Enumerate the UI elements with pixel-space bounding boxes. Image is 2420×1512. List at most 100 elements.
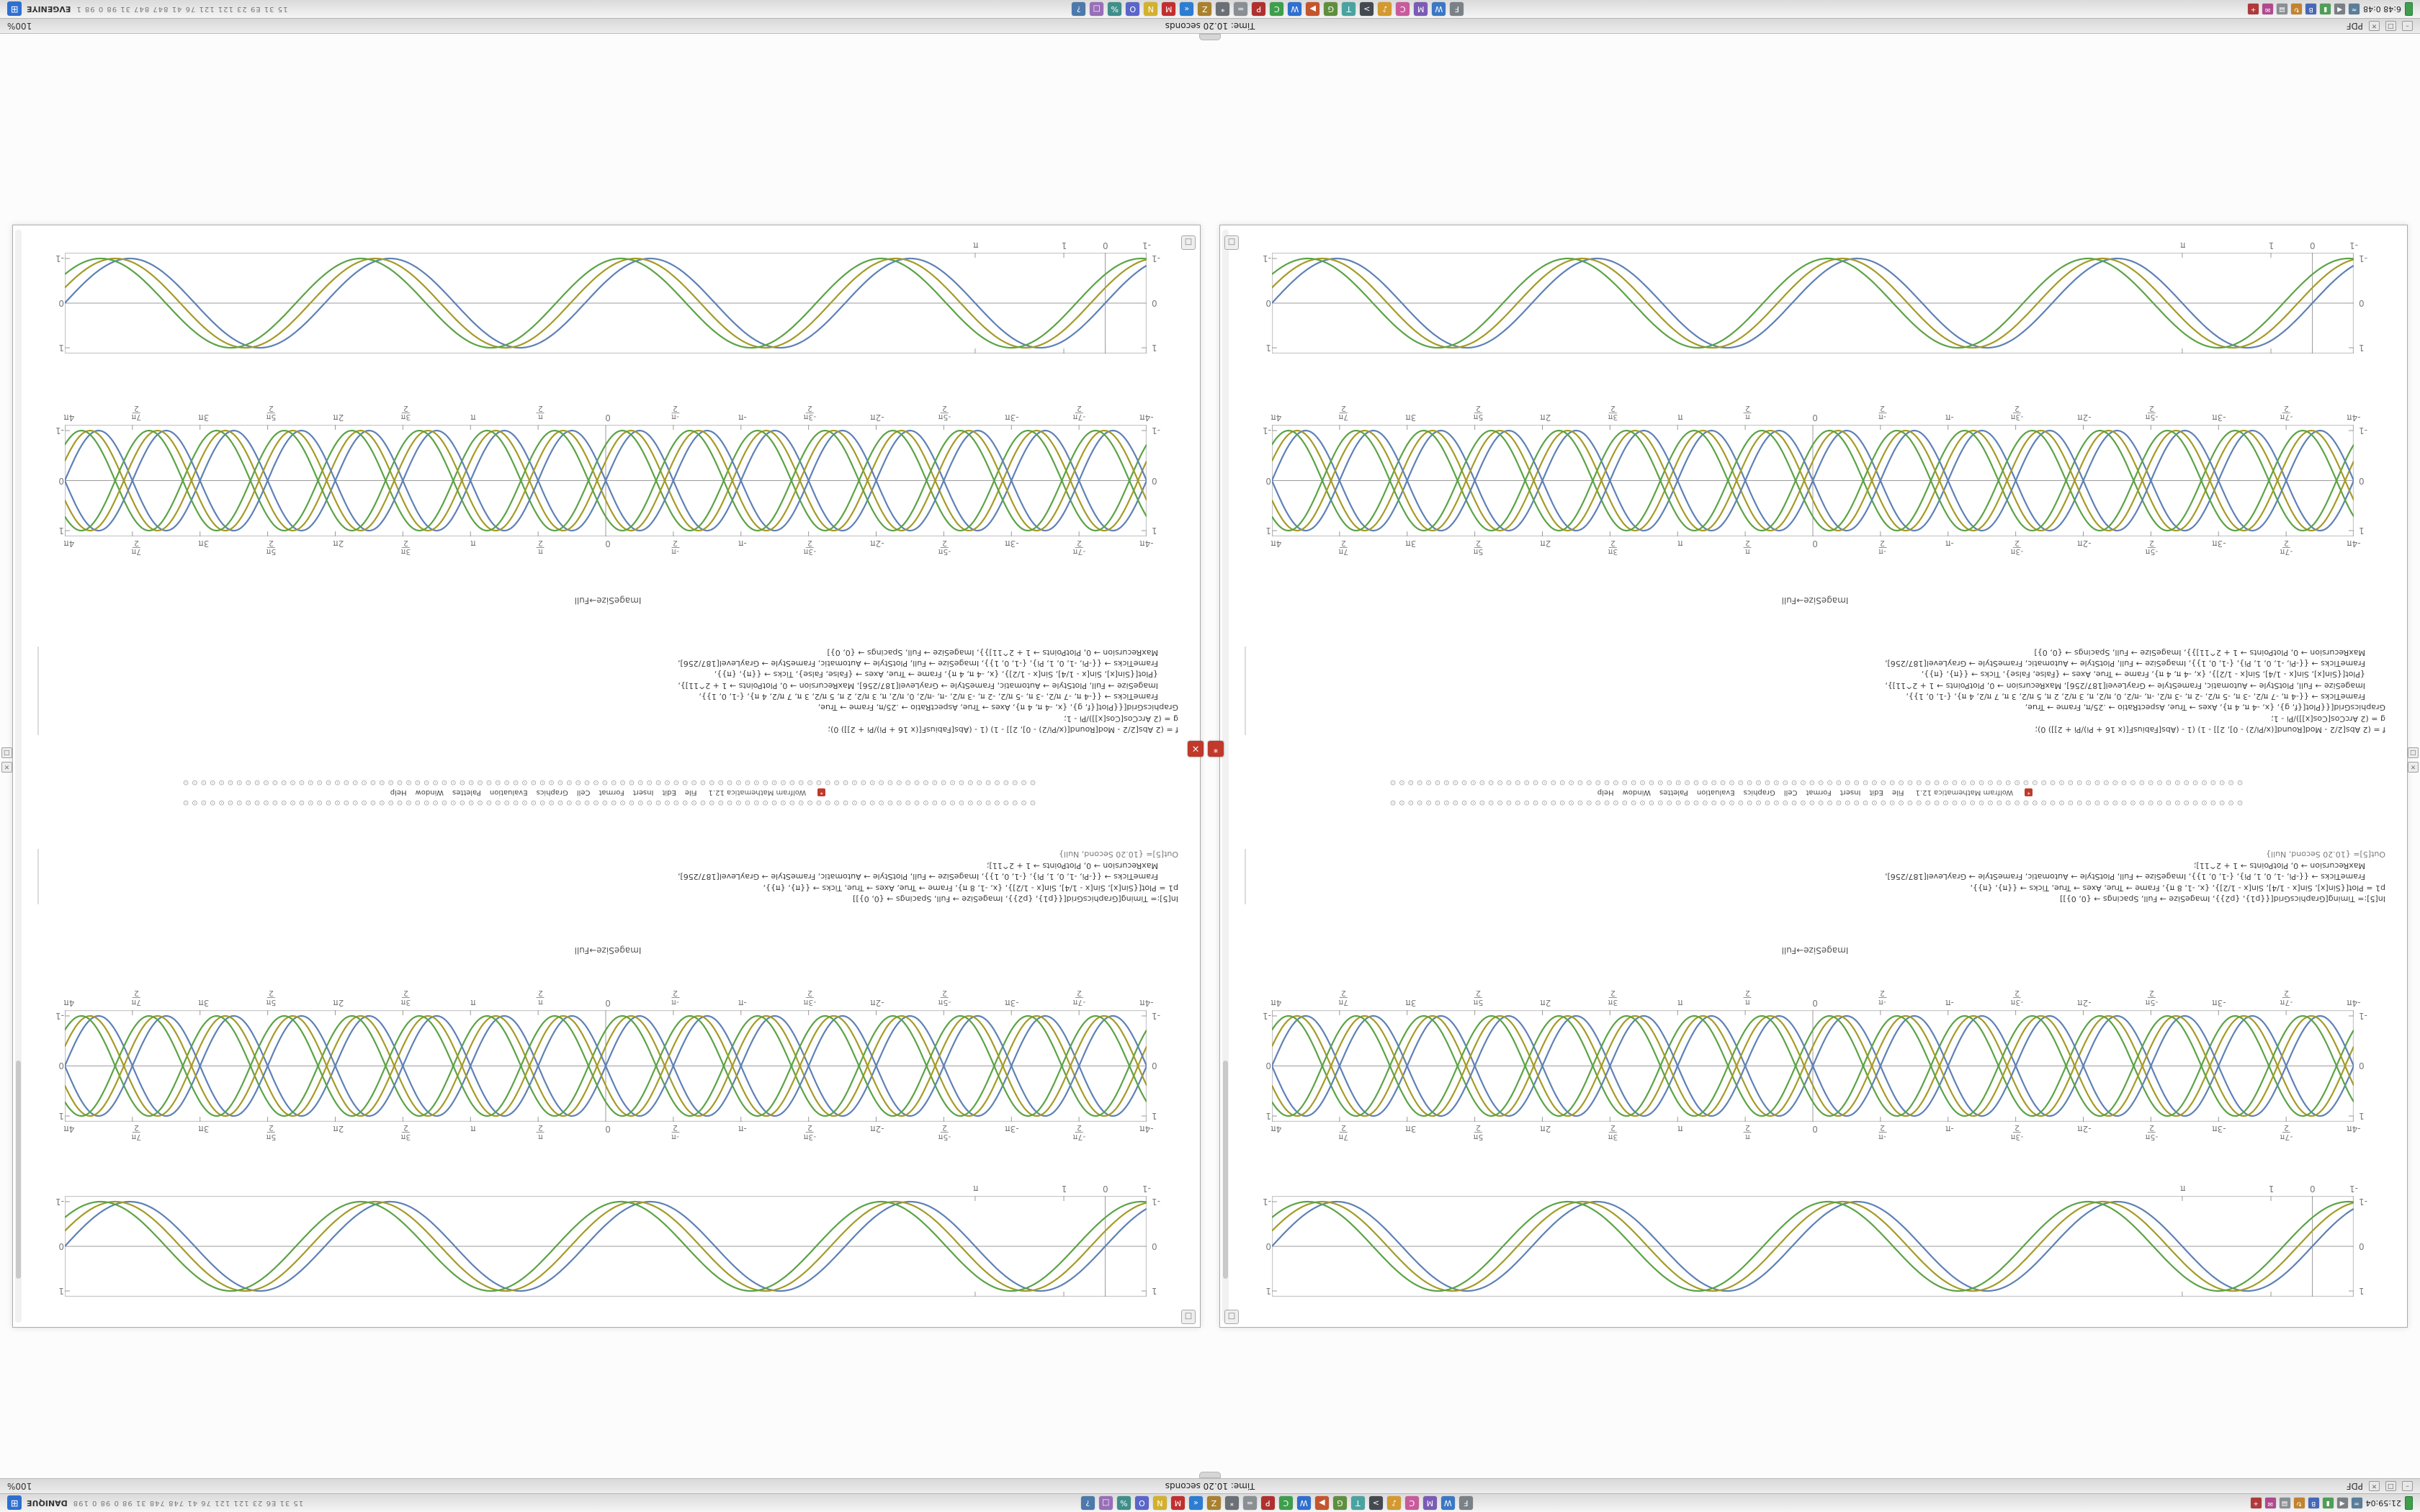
show-desktop-button-2[interactable]: [2405, 2, 2413, 16]
notes-icon[interactable]: N: [1144, 2, 1158, 16]
restore-button-2[interactable]: □: [2385, 21, 2396, 31]
edge-close-button[interactable]: ×: [2408, 762, 2419, 773]
code-cell[interactable]: f = (2 Abs[2/2 - Mod[Round[(x/Pi/2) - 0]…: [1245, 647, 2385, 736]
chat-app-icon[interactable]: C: [1396, 2, 1410, 16]
music-player-icon[interactable]: ♪: [1386, 1496, 1401, 1510]
help-viewer-icon[interactable]: ?: [1080, 1496, 1095, 1510]
mathematica-icon[interactable]: M: [1162, 2, 1176, 16]
menu-item-help[interactable]: Help: [390, 788, 407, 796]
code-cell[interactable]: In[5]:= Timing[GraphicsGrid[{{p1}, {p2}}…: [37, 848, 1178, 904]
security-tray-icon[interactable]: +: [2250, 1498, 2262, 1508]
updates-tray-icon[interactable]: ↻: [2291, 4, 2303, 14]
file-manager-icon[interactable]: F: [1450, 2, 1464, 16]
code-editor-icon[interactable]: «: [1180, 2, 1194, 16]
notes-icon[interactable]: N: [1152, 1496, 1167, 1510]
office-writer-icon[interactable]: W: [1296, 1496, 1311, 1510]
settings-icon[interactable]: *: [1224, 1496, 1239, 1510]
music-player-icon[interactable]: ♪: [1378, 2, 1392, 16]
notebook-scrollbar[interactable]: [15, 230, 22, 1323]
menu-item-evaluation[interactable]: Evaluation: [1696, 788, 1735, 796]
minimize-button[interactable]: –: [2402, 1481, 2413, 1491]
menu-item-window[interactable]: Window: [415, 788, 444, 796]
close-button[interactable]: ×: [2369, 1481, 2380, 1491]
office-writer-icon[interactable]: W: [1288, 2, 1302, 16]
video-player-icon[interactable]: ▶: [1306, 2, 1320, 16]
system-monitor-icon[interactable]: %: [1116, 1496, 1131, 1510]
battery-tray-icon[interactable]: ▮: [2320, 4, 2331, 14]
mathematica-icon[interactable]: M: [1170, 1496, 1185, 1510]
camera-tool-icon[interactable]: O: [1126, 2, 1140, 16]
panel-corner-button-top-right[interactable]: □: [1181, 1310, 1196, 1324]
network-tray-icon[interactable]: ≈: [2349, 4, 2360, 14]
system-monitor-icon[interactable]: %: [1108, 2, 1122, 16]
menu-item-palettes[interactable]: Palettes: [452, 788, 481, 796]
camera-tool-icon[interactable]: O: [1134, 1496, 1149, 1510]
package-manager-icon[interactable]: □: [1090, 2, 1104, 16]
settings-icon[interactable]: *: [1216, 2, 1230, 16]
menu-item-evaluation[interactable]: Evaluation: [489, 788, 528, 796]
text-editor-icon[interactable]: T: [1350, 1496, 1365, 1510]
video-player-icon[interactable]: ▶: [1314, 1496, 1329, 1510]
clipboard-tray-icon[interactable]: ▤: [2277, 4, 2288, 14]
bluetooth-tray-icon[interactable]: B: [2308, 1498, 2319, 1508]
restore-button[interactable]: □: [2385, 1481, 2396, 1491]
menu-item-edit[interactable]: Edit: [662, 788, 676, 796]
menu-item-format[interactable]: Format: [1806, 788, 1832, 796]
notebook-window-right[interactable]: -1 0 1 π -1 -1 0 0 1 1 -4π -4π -7π 2 -7π 2 -3π -3π -5π 2 -5π…: [12, 225, 1201, 1328]
mail-client-icon[interactable]: M: [1422, 1496, 1437, 1510]
menu-item-cell[interactable]: Cell: [1783, 788, 1798, 796]
security-tray-icon[interactable]: +: [2248, 4, 2259, 14]
mail-tray-icon[interactable]: ✉: [2264, 1498, 2276, 1508]
scrollbar-thumb[interactable]: [16, 1060, 21, 1279]
start-button-top[interactable]: ⊞: [7, 1495, 22, 1511]
menu-item-file[interactable]: File: [684, 788, 697, 796]
panel-corner-button-top-left[interactable]: □: [1224, 1310, 1239, 1324]
start-button-bottom[interactable]: ⊞: [7, 1, 22, 17]
file-manager-icon[interactable]: F: [1458, 1496, 1473, 1510]
code-cell[interactable]: In[5]:= Timing[GraphicsGrid[{{p1}, {p2}}…: [1245, 848, 2385, 904]
office-calc-icon[interactable]: C: [1270, 2, 1284, 16]
terminal-icon[interactable]: >: [1368, 1496, 1383, 1510]
close-button-2[interactable]: ×: [2369, 21, 2380, 31]
code-cell[interactable]: f = (2 Abs[2/2 - Mod[Round[(x/Pi/2) - 0]…: [37, 647, 1178, 736]
package-manager-icon[interactable]: □: [1098, 1496, 1113, 1510]
web-browser-icon[interactable]: W: [1440, 1496, 1455, 1510]
calculator-icon[interactable]: =: [1234, 2, 1248, 16]
menu-item-insert[interactable]: Insert: [1839, 788, 1861, 796]
menu-item-edit[interactable]: Edit: [1869, 788, 1883, 796]
scrollbar-thumb[interactable]: [1223, 1060, 1228, 1279]
minimize-button-2[interactable]: –: [2402, 21, 2413, 31]
bluetooth-tray-icon[interactable]: B: [2305, 4, 2317, 14]
menu-item-graphics[interactable]: Graphics: [536, 788, 568, 796]
menu-item-help[interactable]: Help: [1597, 788, 1614, 796]
pdf-viewer-icon[interactable]: P: [1260, 1496, 1275, 1510]
code-editor-icon[interactable]: «: [1188, 1496, 1203, 1510]
calculator-icon[interactable]: =: [1242, 1496, 1257, 1510]
text-editor-icon[interactable]: T: [1342, 2, 1356, 16]
split-handle-top[interactable]: [1199, 1472, 1221, 1478]
menu-item-palettes[interactable]: Palettes: [1659, 788, 1688, 796]
chat-app-icon[interactable]: C: [1404, 1496, 1419, 1510]
updates-tray-icon[interactable]: ↻: [2293, 1498, 2305, 1508]
pdf-viewer-icon[interactable]: P: [1252, 2, 1266, 16]
terminal-icon[interactable]: >: [1360, 2, 1374, 16]
show-desktop-button[interactable]: [2405, 1496, 2413, 1510]
image-editor-icon[interactable]: G: [1324, 2, 1338, 16]
help-viewer-icon[interactable]: ?: [1072, 2, 1086, 16]
image-editor-icon[interactable]: G: [1332, 1496, 1347, 1510]
network-tray-icon[interactable]: ≈: [2351, 1498, 2362, 1508]
mathematica-spikey-icon-1[interactable]: *: [1208, 741, 1224, 757]
split-handle-bottom[interactable]: [1199, 34, 1221, 40]
clipboard-tray-icon[interactable]: ▤: [2279, 1498, 2290, 1508]
archive-manager-icon[interactable]: Z: [1206, 1496, 1221, 1510]
mail-client-icon[interactable]: M: [1414, 2, 1428, 16]
notebook-scrollbar[interactable]: [1222, 230, 1229, 1323]
edge-restore-button[interactable]: □: [2408, 747, 2419, 758]
office-calc-icon[interactable]: C: [1278, 1496, 1293, 1510]
menu-item-format[interactable]: Format: [599, 788, 624, 796]
volume-tray-icon[interactable]: ◀: [2336, 1498, 2348, 1508]
mathematica-spikey-icon-2[interactable]: ×: [1188, 741, 1204, 757]
edge-restore-button[interactable]: □: [1, 747, 12, 758]
archive-manager-icon[interactable]: Z: [1198, 2, 1212, 16]
panel-corner-button-bottom-right[interactable]: □: [1181, 235, 1196, 250]
